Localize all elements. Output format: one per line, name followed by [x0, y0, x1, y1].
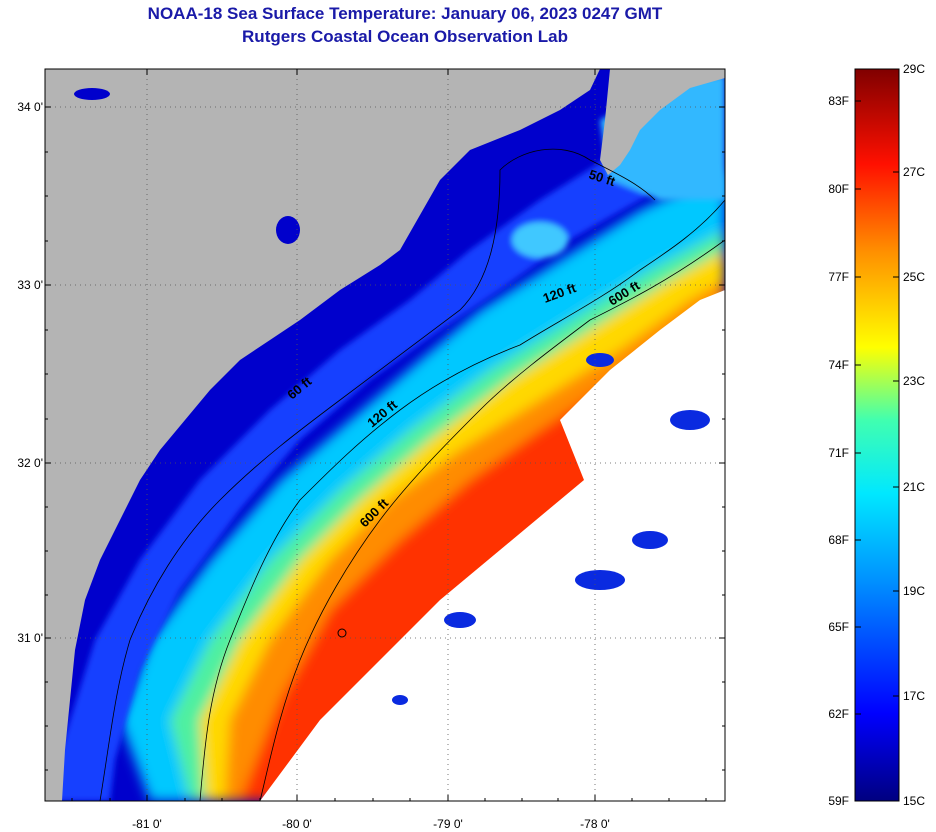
contour-120ft — [199, 199, 725, 801]
colorbar-c-19: 19C — [903, 584, 925, 598]
inland-lake — [74, 88, 110, 100]
colorbar-c-25: 25C — [903, 270, 925, 284]
colorbar-c-15: 15C — [903, 794, 925, 808]
cloud-edge-speckle — [670, 410, 710, 430]
lat-label-33: 33 0' — [17, 278, 43, 292]
sst-eddy — [512, 222, 568, 258]
colorbar-f-65: 65F — [828, 620, 849, 634]
map-subtitle: Rutgers Coastal Ocean Observation Lab — [242, 27, 568, 46]
map-panel: 50 ft 60 ft 120 ft 120 ft 600 ft 600 ft — [45, 69, 725, 801]
map-grid — [45, 69, 725, 801]
colorbar-f-80: 80F — [828, 182, 849, 196]
cloud-edge-speckle — [632, 531, 668, 549]
colorbar-f-83: 83F — [828, 94, 849, 108]
colorbar-f-77: 77F — [828, 270, 849, 284]
cloud-edge-speckle — [392, 695, 408, 705]
colorbar-f-74: 74F — [828, 358, 849, 372]
colorbar-c-29: 29C — [903, 62, 925, 76]
map-title: NOAA-18 Sea Surface Temperature: January… — [147, 4, 663, 23]
colorbar-f-71: 71F — [828, 446, 849, 460]
colorbar — [854, 68, 900, 802]
lon-label-78: -78 0' — [580, 817, 610, 831]
cloud-cover-east — [560, 290, 725, 520]
land-mass — [45, 69, 600, 801]
contour-50ft — [99, 148, 656, 801]
colorbar-c-23: 23C — [903, 374, 925, 388]
cloud-edge-speckle — [586, 353, 614, 367]
lon-label-79: -79 0' — [433, 817, 463, 831]
land-peninsula-north — [600, 69, 725, 175]
buoy-marker — [337, 628, 347, 638]
lon-label-81: -81 0' — [132, 817, 162, 831]
colorbar-f-62: 62F — [828, 707, 849, 721]
colorbar-c-17: 17C — [903, 689, 925, 703]
lat-label-32: 32 0' — [17, 456, 43, 470]
map-frame — [44, 68, 726, 802]
cloud-edge-speckle — [575, 570, 625, 590]
lat-label-34: 34 0' — [17, 100, 43, 114]
lon-label-80: -80 0' — [282, 817, 312, 831]
inland-lake — [276, 216, 300, 244]
cloud-edge-speckle — [444, 612, 476, 628]
colorbar-f-68: 68F — [828, 533, 849, 547]
contour-600ft — [259, 239, 725, 801]
axis-ticks — [45, 69, 725, 801]
colorbar-c-21: 21C — [903, 480, 925, 494]
colorbar-f-59: 59F — [828, 794, 849, 808]
lat-label-31: 31 0' — [17, 631, 43, 645]
colorbar-ticks — [855, 68, 899, 715]
colorbar-c-27: 27C — [903, 165, 925, 179]
